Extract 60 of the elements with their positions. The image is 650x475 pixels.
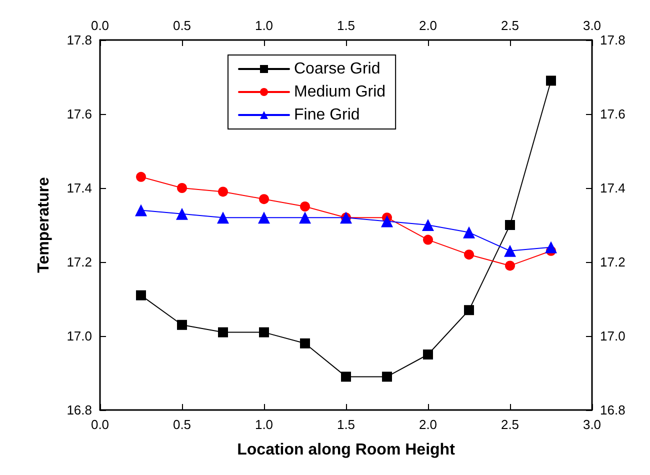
point xyxy=(218,327,228,338)
point xyxy=(217,212,229,224)
point xyxy=(259,194,269,204)
x2-tick-label: 2.0 xyxy=(418,18,438,33)
y-tick-label: 17.4 xyxy=(66,180,92,196)
point xyxy=(382,372,392,382)
point xyxy=(381,215,393,228)
point xyxy=(176,208,188,220)
legend-label: Medium Grid xyxy=(294,84,386,100)
point xyxy=(422,219,434,231)
y-tick-label: 17.2 xyxy=(66,254,92,270)
point xyxy=(464,250,474,260)
point xyxy=(463,226,475,238)
point xyxy=(423,234,433,245)
point xyxy=(464,305,474,316)
point xyxy=(546,76,556,86)
y-tick-label: 17.0 xyxy=(66,328,92,344)
y-tick-label: 17.8 xyxy=(66,32,92,48)
y2-tick-label: 17.2 xyxy=(600,254,626,270)
point xyxy=(218,186,228,197)
point xyxy=(177,320,187,330)
y2-tick-label: 17.6 xyxy=(600,106,626,122)
point xyxy=(545,241,557,254)
point xyxy=(505,220,515,230)
x-tick-label: 3.0 xyxy=(582,417,602,432)
y2-tick-label: 16.8 xyxy=(600,402,626,418)
point xyxy=(259,327,269,338)
y-tick-label: 17.6 xyxy=(66,106,92,122)
legend-label: Coarse Grid xyxy=(294,60,380,78)
point xyxy=(300,202,310,212)
x2-tick-label: 3.0 xyxy=(582,18,602,33)
x-tick-label: 1.5 xyxy=(336,417,356,432)
point xyxy=(505,260,515,271)
x-axis-title: Location along Room Height xyxy=(237,442,456,458)
point xyxy=(135,204,147,216)
y2-tick-label: 17.4 xyxy=(600,180,626,196)
x-tick-label: 1.0 xyxy=(254,417,274,432)
y2-tick-label: 17.0 xyxy=(600,328,626,344)
point xyxy=(299,212,311,224)
x2-tick-label: 2.5 xyxy=(500,18,520,33)
point xyxy=(177,183,187,193)
x2-tick-label: 1.0 xyxy=(254,18,274,33)
point xyxy=(258,212,270,224)
x-tick-label: 0.5 xyxy=(172,417,192,432)
y2-tick-label: 17.8 xyxy=(600,32,626,48)
x-tick-label: 2.5 xyxy=(500,417,520,432)
point xyxy=(423,350,433,360)
point xyxy=(341,372,351,382)
legend-label: Fine Grid xyxy=(294,106,360,124)
x2-tick-label: 0.5 xyxy=(172,18,192,33)
x-tick-label: 2.0 xyxy=(418,417,438,432)
y-axis-title: Temperature xyxy=(36,177,52,273)
x2-tick-label: 0.0 xyxy=(90,18,110,33)
point xyxy=(300,338,310,348)
x-tick-label: 0.0 xyxy=(90,417,110,432)
y-tick-label: 16.8 xyxy=(66,402,92,418)
x2-tick-label: 1.5 xyxy=(336,18,356,33)
point xyxy=(136,172,146,182)
point xyxy=(136,290,146,300)
point xyxy=(504,244,516,257)
